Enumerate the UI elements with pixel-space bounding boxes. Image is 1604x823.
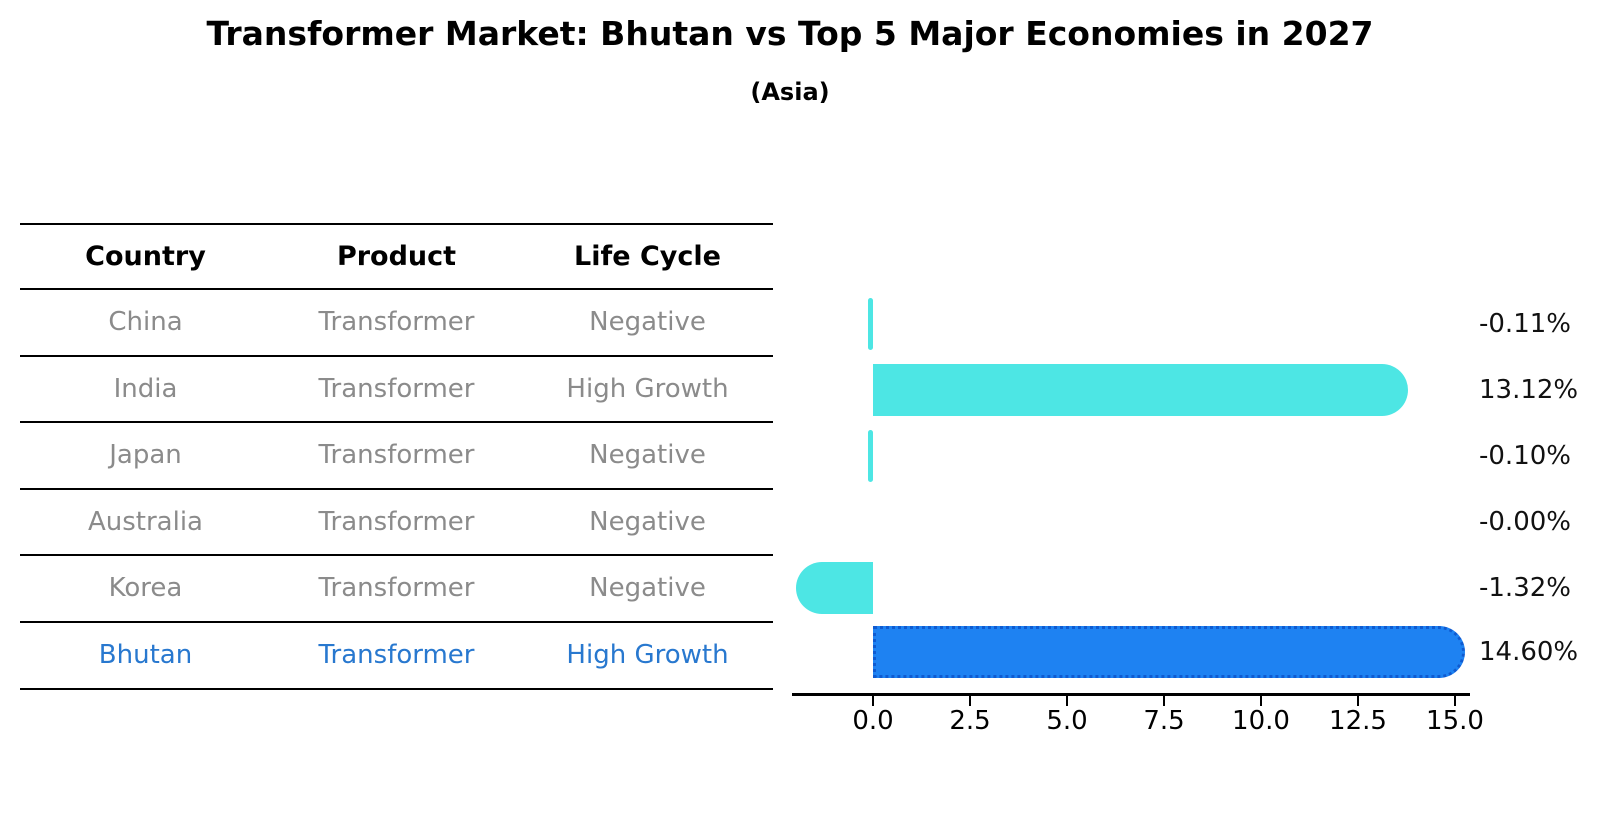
x-tick-mark [1357, 696, 1359, 706]
bar-value-label-bhutan: 14.60% [1479, 637, 1579, 667]
cell-country: Bhutan [98, 639, 193, 670]
col-header-lifecycle: Life Cycle [574, 241, 721, 272]
bar-value-label-china: -0.11% [1479, 309, 1571, 339]
x-tick-label: 0.0 [852, 706, 894, 736]
x-tick-label: 15.0 [1426, 706, 1484, 736]
x-tick-mark [1163, 696, 1165, 706]
cell-lifecycle: Negative [589, 573, 706, 604]
x-tick-mark [872, 696, 874, 706]
x-tick-label: 7.5 [1143, 706, 1185, 736]
bar-value-label-australia: -0.00% [1479, 507, 1571, 537]
cell-lifecycle: High Growth [566, 639, 729, 670]
cell-country: China [108, 307, 183, 337]
chart-subtitle: (Asia) [750, 78, 830, 106]
table-header-row: Country Product Life Cycle [20, 223, 773, 290]
cell-product: Transformer [318, 639, 475, 670]
cell-lifecycle: High Growth [566, 373, 729, 404]
col-header-product: Product [336, 241, 457, 272]
bar-china [868, 298, 873, 350]
x-tick-label: 2.5 [949, 706, 991, 736]
x-tick-label: 5.0 [1046, 706, 1088, 736]
table-row-china: China Transformer Negative [20, 290, 773, 357]
x-tick-mark [969, 696, 971, 706]
bar-value-label-korea: -1.32% [1479, 573, 1571, 603]
cell-product: Transformer [318, 307, 475, 337]
bar-value-label-india: 13.12% [1479, 375, 1579, 405]
x-tick-mark [1066, 696, 1068, 706]
table-row-japan: Japan Transformer Negative [20, 423, 773, 490]
bar-japan [868, 430, 873, 482]
cell-country: Australia [87, 506, 203, 537]
bar-value-label-japan: -0.10% [1479, 441, 1571, 471]
cell-country: India [113, 373, 178, 404]
cell-product: Transformer [318, 373, 475, 404]
cell-lifecycle: Negative [589, 506, 706, 537]
cell-country: Japan [109, 440, 182, 471]
bar-korea [795, 562, 873, 614]
x-tick-mark [1454, 696, 1456, 706]
table-row-india: India Transformer High Growth [20, 357, 773, 424]
x-tick-label: 10.0 [1232, 706, 1290, 736]
x-tick-label: 12.5 [1329, 706, 1387, 736]
bar-bhutan [873, 626, 1466, 678]
chart-title: Transformer Market: Bhutan vs Top 5 Majo… [206, 14, 1374, 53]
cell-product: Transformer [318, 573, 475, 604]
col-header-country: Country [85, 241, 206, 272]
country-table: Country Product Life Cycle China Transfo… [20, 223, 773, 690]
cell-product: Transformer [318, 440, 475, 471]
bar-india [873, 364, 1409, 416]
table-row-australia: Australia Transformer Negative [20, 490, 773, 557]
cell-country: Korea [108, 573, 183, 604]
cell-lifecycle: Negative [589, 440, 706, 471]
cell-product: Transformer [318, 506, 475, 537]
x-axis [792, 693, 1470, 696]
x-tick-mark [1260, 696, 1262, 706]
cell-lifecycle: Negative [589, 307, 706, 337]
table-row-korea: Korea Transformer Negative [20, 556, 773, 623]
table-row-bhutan: Bhutan Transformer High Growth [20, 623, 773, 690]
